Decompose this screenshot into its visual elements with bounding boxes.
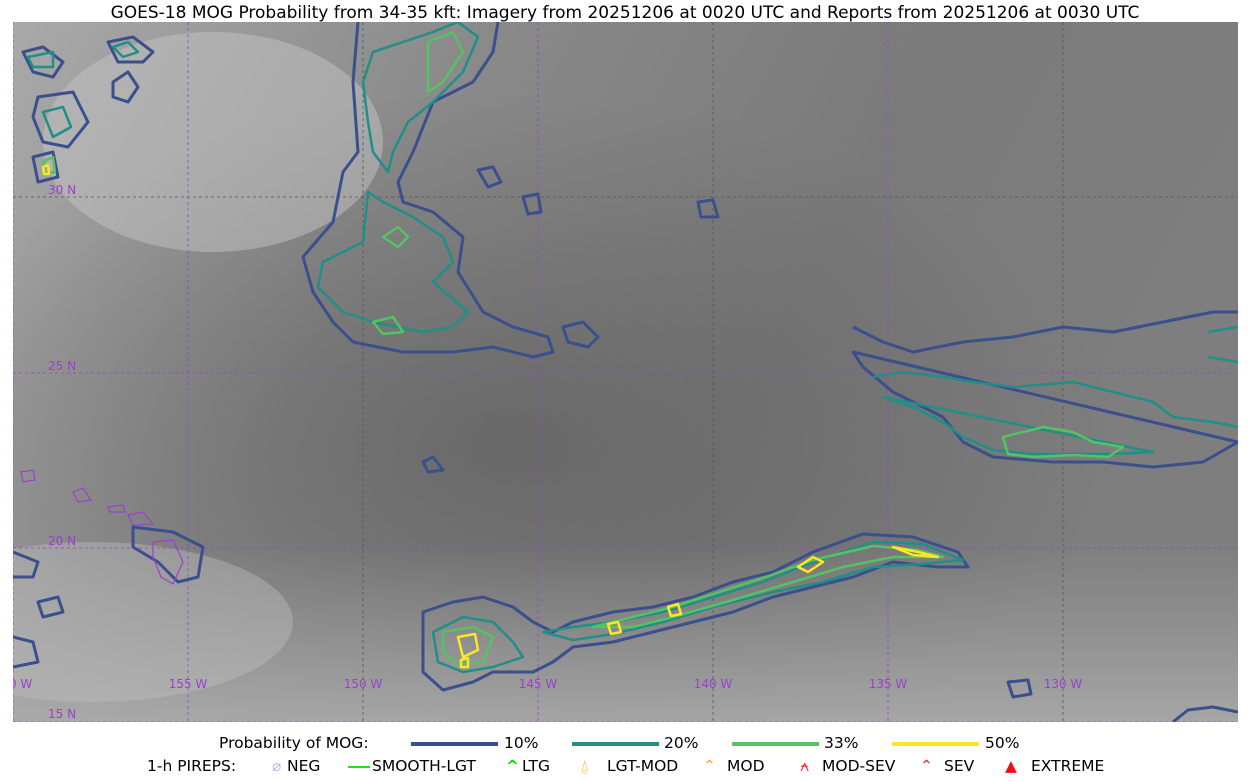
legend-label-20pct: 20% (664, 734, 699, 752)
caret-icon: ⌃ (703, 757, 716, 775)
swatch-20pct (572, 742, 659, 746)
pirep-label-smooth-lgt: SMOOTH-LGT (372, 757, 476, 775)
legend-label-50pct: 50% (985, 734, 1020, 752)
satellite-map: 160 W 155 W 150 W 145 W 140 W 135 W 130 W 30 N 2… (13, 22, 1238, 722)
pirep-label-extreme: EXTREME (1031, 757, 1105, 775)
longitude-label: 135 W (869, 677, 908, 691)
pireps-legend: 1-h PIREPS: ⌀ NEG SMOOTH-LGT ^ LTG ⍙ LGT… (0, 757, 1250, 777)
longitude-label: 130 W (1044, 677, 1083, 691)
pirep-label-ltg: LTG (522, 757, 550, 775)
contour-50pct (41, 163, 940, 669)
probability-legend: Probability of MOG: 10% 20% 33% 50% (0, 734, 1250, 754)
caret-icon: ^ (506, 757, 519, 775)
legend-label-10pct: 10% (504, 734, 539, 752)
smooth-line-icon (348, 766, 370, 768)
double-caret-icon: ⌃ (920, 757, 933, 775)
pirep-label-sev: SEV (944, 757, 975, 775)
longitude-label: 145 W (519, 677, 558, 691)
pirep-label-neg: NEG (287, 757, 321, 775)
pireps-legend-title: 1-h PIREPS: (147, 757, 237, 775)
filled-triangle-icon: ▲ (1005, 757, 1017, 775)
coastlines (20, 469, 184, 585)
pirep-label-mod-sev: MOD-SEV (822, 757, 896, 775)
longitude-label: 155 W (169, 677, 208, 691)
lat-lon-grid (13, 22, 1238, 722)
neg-circle-icon: ⌀ (272, 757, 282, 775)
pirep-label-mod: MOD (727, 757, 765, 775)
latitude-label: 30 N (48, 183, 76, 197)
latitude-label: 20 N (48, 534, 76, 548)
latitude-label: 15 N (48, 707, 76, 721)
contour-20pct (26, 22, 1238, 674)
latitude-label: 25 N (48, 359, 76, 373)
pirep-label-lgt-mod: LGT-MOD (607, 757, 679, 775)
figure-title: GOES-18 MOG Probability from 34-35 kft: … (110, 3, 1140, 23)
contour-33pct (41, 30, 1125, 666)
swatch-33pct (732, 742, 819, 746)
longitude-label: 160 W (13, 677, 32, 691)
probability-legend-title: Probability of MOG: (219, 734, 369, 752)
swatch-50pct (892, 742, 979, 746)
contour-10pct (13, 22, 1238, 722)
swatch-10pct (411, 742, 498, 746)
caret-bar-icon: ⍙ (580, 757, 590, 775)
legend-label-33pct: 33% (824, 734, 859, 752)
double-caret-bar-icon: ⍲ (800, 757, 810, 775)
longitude-label: 140 W (694, 677, 733, 691)
longitude-label: 150 W (344, 677, 383, 691)
